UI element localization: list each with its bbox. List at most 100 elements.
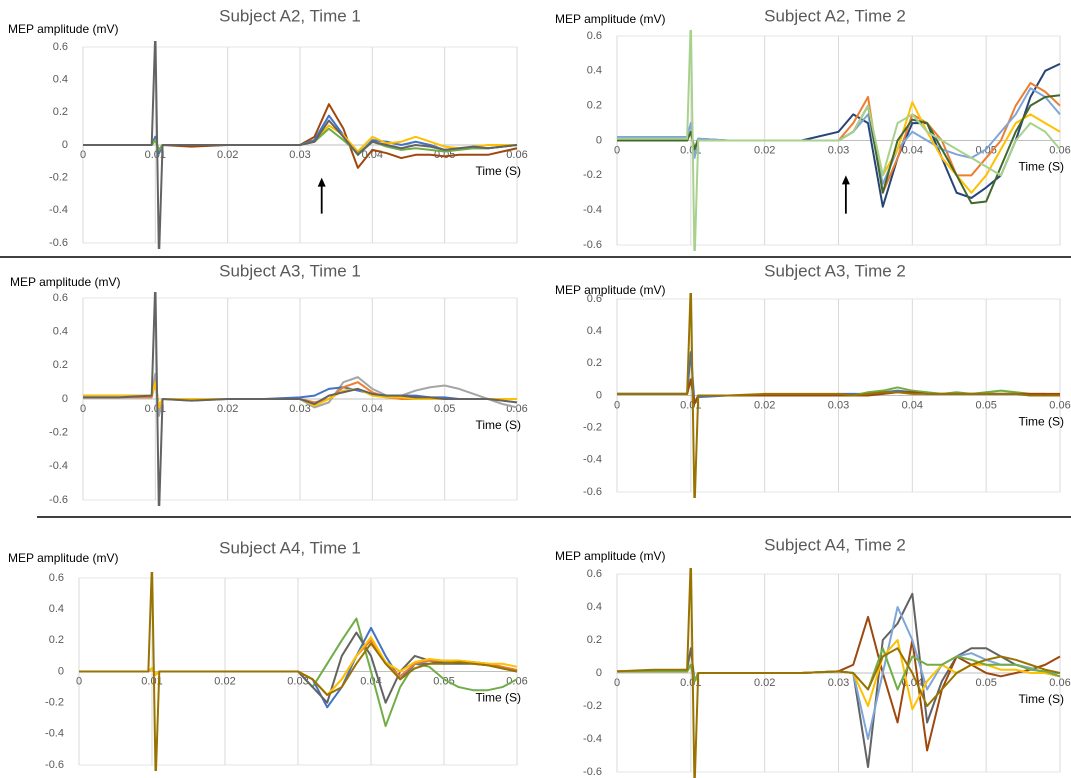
series-group — [617, 568, 1061, 778]
y-tick-label: -0.2 — [583, 422, 602, 434]
y-tick-label: -0.2 — [583, 700, 602, 712]
x-axis-label: Time (S) — [475, 691, 521, 705]
trace — [617, 647, 1061, 691]
y-tick-label: 0 — [596, 389, 602, 401]
trace — [79, 572, 518, 771]
x-tick-label: 0 — [614, 677, 620, 689]
trace — [83, 127, 518, 155]
x-tick-label: 0.02 — [754, 677, 775, 689]
y-tick-label: 0.4 — [49, 603, 64, 615]
y-axis-label: MEP amplitude (mV) — [555, 12, 665, 26]
chart: 0 0.01 0.02 0.03 0.04 0.05 0.06-0.6-0.4-0.200.… — [10, 261, 528, 506]
y-tick-label: -0.2 — [45, 697, 64, 709]
x-tick-label: 0.04 — [902, 399, 923, 411]
y-tick-label: 0.6 — [587, 568, 602, 580]
x-tick-label: 0.03 — [287, 675, 308, 687]
y-tick-label: 0.2 — [587, 634, 602, 646]
trace — [83, 372, 518, 417]
y-tick-label: 0.4 — [587, 325, 602, 337]
x-tick-label: 0.03 — [828, 399, 849, 411]
x-tick-label: 0 — [614, 144, 620, 156]
chart-title: Subject A3, Time 2 — [764, 261, 906, 280]
y-tick-label: 0 — [62, 139, 68, 151]
y-tick-label: 0 — [596, 134, 602, 146]
x-tick-label: 0.03 — [828, 144, 849, 156]
y-tick-label: 0.2 — [587, 357, 602, 369]
x-axis-label: Time (S) — [475, 164, 521, 178]
trace — [83, 41, 518, 249]
y-tick-label: 0.2 — [53, 106, 68, 118]
x-tick-label: 0.01 — [145, 149, 166, 161]
y-tick-label: 0.6 — [587, 30, 602, 42]
x-tick-label: 0.06 — [506, 149, 527, 161]
series-group — [83, 292, 518, 506]
y-axis-label: MEP amplitude (mV) — [10, 275, 120, 289]
series-group — [617, 293, 1061, 498]
y-tick-label: -0.4 — [49, 204, 68, 216]
x-tick-label: 0.02 — [214, 675, 235, 687]
y-tick-label: 0.6 — [49, 572, 64, 584]
chart: 0 0.01 0.02 0.03 0.04 0.05 0.06-0.6-0.4-0.200.… — [8, 6, 528, 249]
y-tick-label: -0.2 — [49, 172, 68, 184]
x-axis-label: Time (S) — [1018, 692, 1064, 706]
x-tick-label: 0.03 — [828, 677, 849, 689]
y-tick-label: 0.4 — [53, 326, 68, 338]
series-group — [79, 572, 518, 771]
x-tick-label: 0.02 — [754, 144, 775, 156]
y-axis-label: MEP amplitude (mV) — [8, 551, 118, 565]
chart-title: Subject A2, Time 1 — [219, 6, 361, 25]
y-tick-label: -0.6 — [45, 759, 64, 771]
y-tick-label: 0.2 — [49, 634, 64, 646]
series-group — [83, 41, 518, 249]
y-tick-label: -0.2 — [583, 169, 602, 181]
y-tick-label: -0.6 — [49, 237, 68, 249]
y-tick-label: 0.4 — [53, 74, 68, 86]
series-group — [617, 30, 1061, 251]
y-tick-label: -0.2 — [49, 427, 68, 439]
trace — [617, 94, 1061, 205]
x-tick-label: 0.05 — [434, 403, 455, 415]
x-axis-label: Time (S) — [1018, 160, 1064, 174]
y-tick-label: 0.6 — [587, 293, 602, 305]
chart: 0 0.01 0.02 0.03 0.04 0.05 0.06-0.6-0.4-0.200.… — [555, 6, 1071, 251]
x-tick-label: 0.05 — [975, 399, 996, 411]
trace — [617, 87, 1061, 186]
x-tick-label: 0 — [80, 149, 86, 161]
trace — [83, 292, 518, 506]
chart: 0 0.01 0.02 0.03 0.04 0.05 0.06-0.6-0.4-0.200.… — [8, 538, 528, 771]
x-tick-label: 0.02 — [754, 399, 775, 411]
x-tick-label: 0.04 — [902, 144, 923, 156]
trace — [617, 568, 1061, 778]
x-tick-label: 0.06 — [1049, 144, 1070, 156]
y-tick-label: -0.6 — [583, 239, 602, 251]
y-tick-label: 0.6 — [53, 41, 68, 53]
y-axis-label: MEP amplitude (mV) — [555, 283, 665, 297]
y-tick-label: -0.4 — [583, 454, 602, 466]
chart-title: Subject A4, Time 2 — [764, 535, 906, 554]
chart-title: Subject A4, Time 1 — [219, 538, 361, 557]
x-tick-label: 0.02 — [217, 149, 238, 161]
x-tick-label: 0 — [80, 403, 86, 415]
x-tick-label: 0.06 — [506, 675, 527, 687]
trace — [617, 293, 1060, 498]
x-tick-label: 0.04 — [360, 675, 381, 687]
y-tick-label: -0.4 — [583, 204, 602, 216]
y-tick-label: 0.4 — [587, 601, 602, 613]
x-tick-label: 0.03 — [289, 403, 310, 415]
trace — [617, 30, 1061, 251]
x-tick-label: 0.04 — [362, 403, 383, 415]
y-tick-label: 0 — [62, 393, 68, 405]
chart: 0 0.01 0.02 0.03 0.04 0.05 0.06-0.6-0.4-0.200.… — [555, 535, 1071, 778]
chart-title: Subject A2, Time 2 — [764, 6, 906, 25]
x-tick-label: 0 — [76, 675, 82, 687]
y-tick-label: -0.6 — [583, 486, 602, 498]
y-tick-label: 0.2 — [53, 359, 68, 371]
x-tick-label: 0.05 — [433, 675, 454, 687]
y-tick-label: -0.4 — [583, 733, 602, 745]
trace — [79, 636, 518, 696]
y-tick-label: -0.4 — [45, 728, 64, 740]
x-tick-label: 0.03 — [289, 149, 310, 161]
arrow-head — [317, 177, 326, 187]
y-tick-label: 0.2 — [587, 100, 602, 112]
